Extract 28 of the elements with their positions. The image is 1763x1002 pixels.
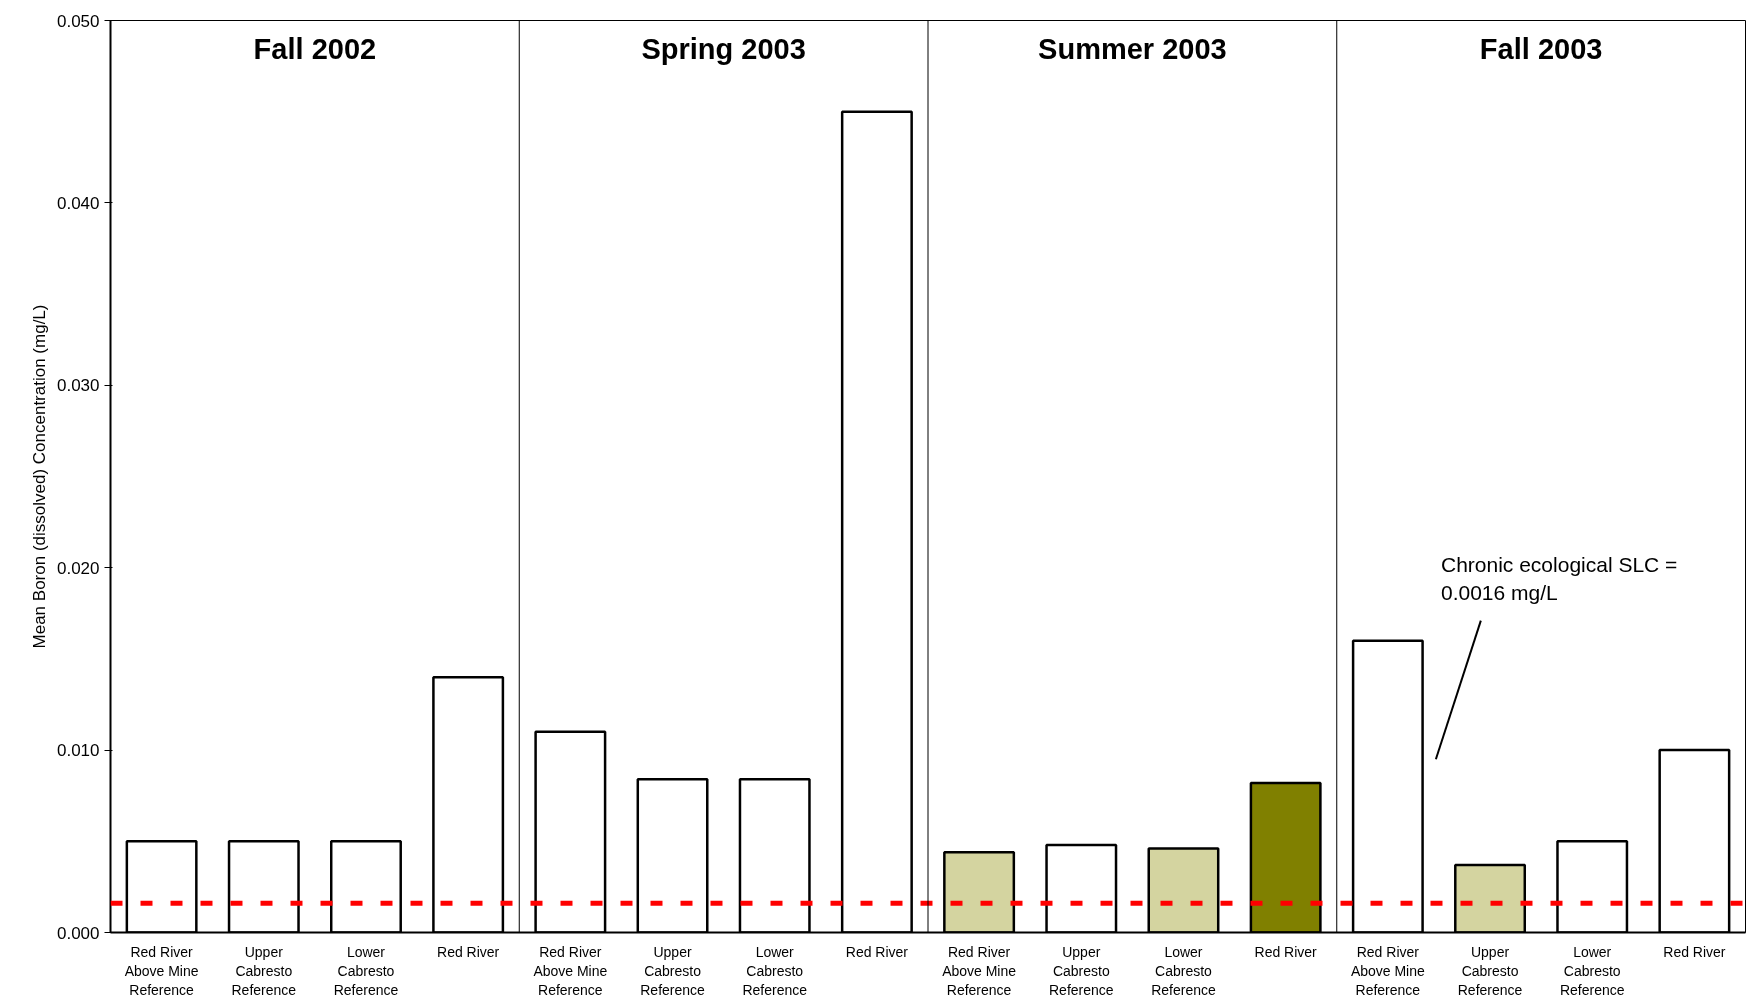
annotation: Chronic ecological SLC = 0.0016 mg/L [1440,553,1678,604]
x-tick-label: Red River Above Mine Reference [124,943,199,998]
y-tick-label: 0.040 [56,193,100,213]
x-tick-label: Upper Cabresto Reference [1048,943,1114,998]
x-tick-label: Lower Cabresto Reference [333,943,399,998]
x-tick-label: Lower Cabresto Reference [1559,943,1625,998]
x-tick-label: Red River Above Mine Reference [533,943,608,998]
y-axis-title: Mean Boron (dissolved) Concentration (mg/L) [29,304,49,649]
x-tick-label: Upper Cabresto Reference [231,943,297,998]
y-tick-label: 0.030 [56,376,100,396]
x-tick-label: Red River [437,943,500,960]
x-tick-label: Lower Cabresto Reference [742,943,808,998]
x-tick-label: Red River Above Mine Reference [942,943,1017,998]
y-tick-label: 0.010 [56,741,100,761]
x-tick-label: Red River [1663,943,1726,960]
annotation: Fall 2002 [253,32,377,65]
annotation: Spring 2003 [641,32,806,65]
x-tick-label: Upper Cabresto Reference [1457,943,1523,998]
y-tick-label: 0.000 [56,923,100,943]
x-tick-label: Red River [1254,943,1318,960]
y-tick-label: 0.020 [56,558,100,578]
x-tick-label: Upper Cabresto Reference [640,943,706,998]
y-tick-label: 0.050 [56,11,100,31]
x-tick-label: Lower Cabresto Reference [1151,943,1216,998]
x-tick-label: Red River [845,943,909,960]
annotation: Summer 2003 [1038,32,1227,65]
x-tick-label: Red River Above Mine Reference [1350,943,1426,998]
annotation: Fall 2003 [1479,32,1603,65]
